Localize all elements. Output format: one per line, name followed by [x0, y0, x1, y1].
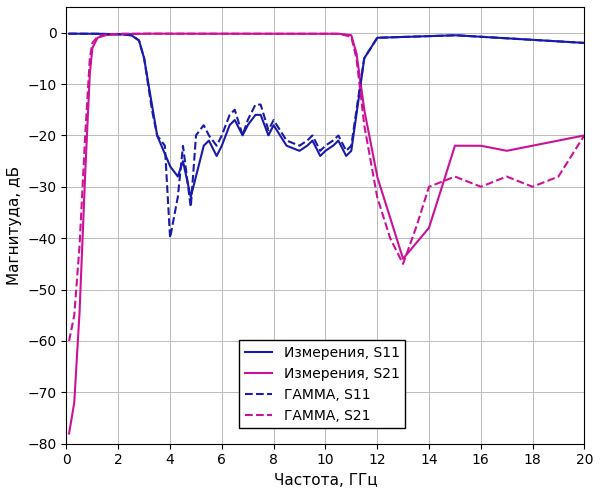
Измерения, S11	[124, 32, 131, 38]
ГАММА, S21	[286, 31, 293, 37]
Y-axis label: Магнитуда, дБ: Магнитуда, дБ	[7, 166, 22, 285]
ГАММА, S11	[515, 36, 523, 42]
Измерения, S11	[581, 40, 588, 46]
Измерения, S11	[187, 194, 194, 200]
Измерения, S21	[141, 31, 148, 37]
ГАММА, S21	[571, 148, 578, 154]
ГАММА, S11	[124, 32, 131, 38]
Измерения, S11	[263, 128, 271, 134]
Измерения, S21	[571, 135, 578, 141]
ГАММА, S11	[166, 235, 173, 241]
ГАММА, S21	[581, 133, 588, 139]
Измерения, S11	[286, 144, 293, 149]
Line: Измерения, S21: Измерения, S21	[69, 34, 584, 434]
Line: ГАММА, S21: ГАММА, S21	[69, 34, 584, 341]
ГАММА, S21	[115, 31, 122, 37]
ГАММА, S21	[263, 31, 271, 37]
ГАММА, S21	[65, 338, 73, 344]
ГАММА, S11	[263, 122, 271, 128]
Измерения, S21	[515, 146, 523, 151]
Line: Измерения, S11: Измерения, S11	[69, 34, 584, 197]
ГАММА, S11	[65, 31, 73, 37]
Измерения, S11	[515, 36, 523, 42]
Измерения, S11	[65, 31, 73, 37]
Измерения, S11	[155, 136, 162, 142]
Измерения, S21	[155, 31, 162, 37]
ГАММА, S21	[515, 178, 523, 184]
Измерения, S21	[286, 31, 293, 37]
Измерения, S11	[571, 40, 578, 46]
ГАММА, S11	[155, 134, 162, 140]
X-axis label: Частота, ГГц: Частота, ГГц	[274, 473, 377, 488]
ГАММА, S11	[286, 139, 293, 145]
ГАММА, S11	[571, 40, 578, 46]
ГАММА, S21	[155, 31, 162, 37]
Line: ГАММА, S11: ГАММА, S11	[69, 34, 584, 238]
Измерения, S21	[65, 431, 73, 437]
Legend: Измерения, S11, Измерения, S21, ГАММА, S11, ГАММА, S21: Измерения, S11, Измерения, S21, ГАММА, S…	[239, 340, 405, 428]
Измерения, S21	[581, 133, 588, 139]
Измерения, S21	[124, 31, 131, 37]
ГАММА, S11	[581, 40, 588, 46]
ГАММА, S21	[124, 31, 131, 37]
Измерения, S21	[263, 31, 271, 37]
